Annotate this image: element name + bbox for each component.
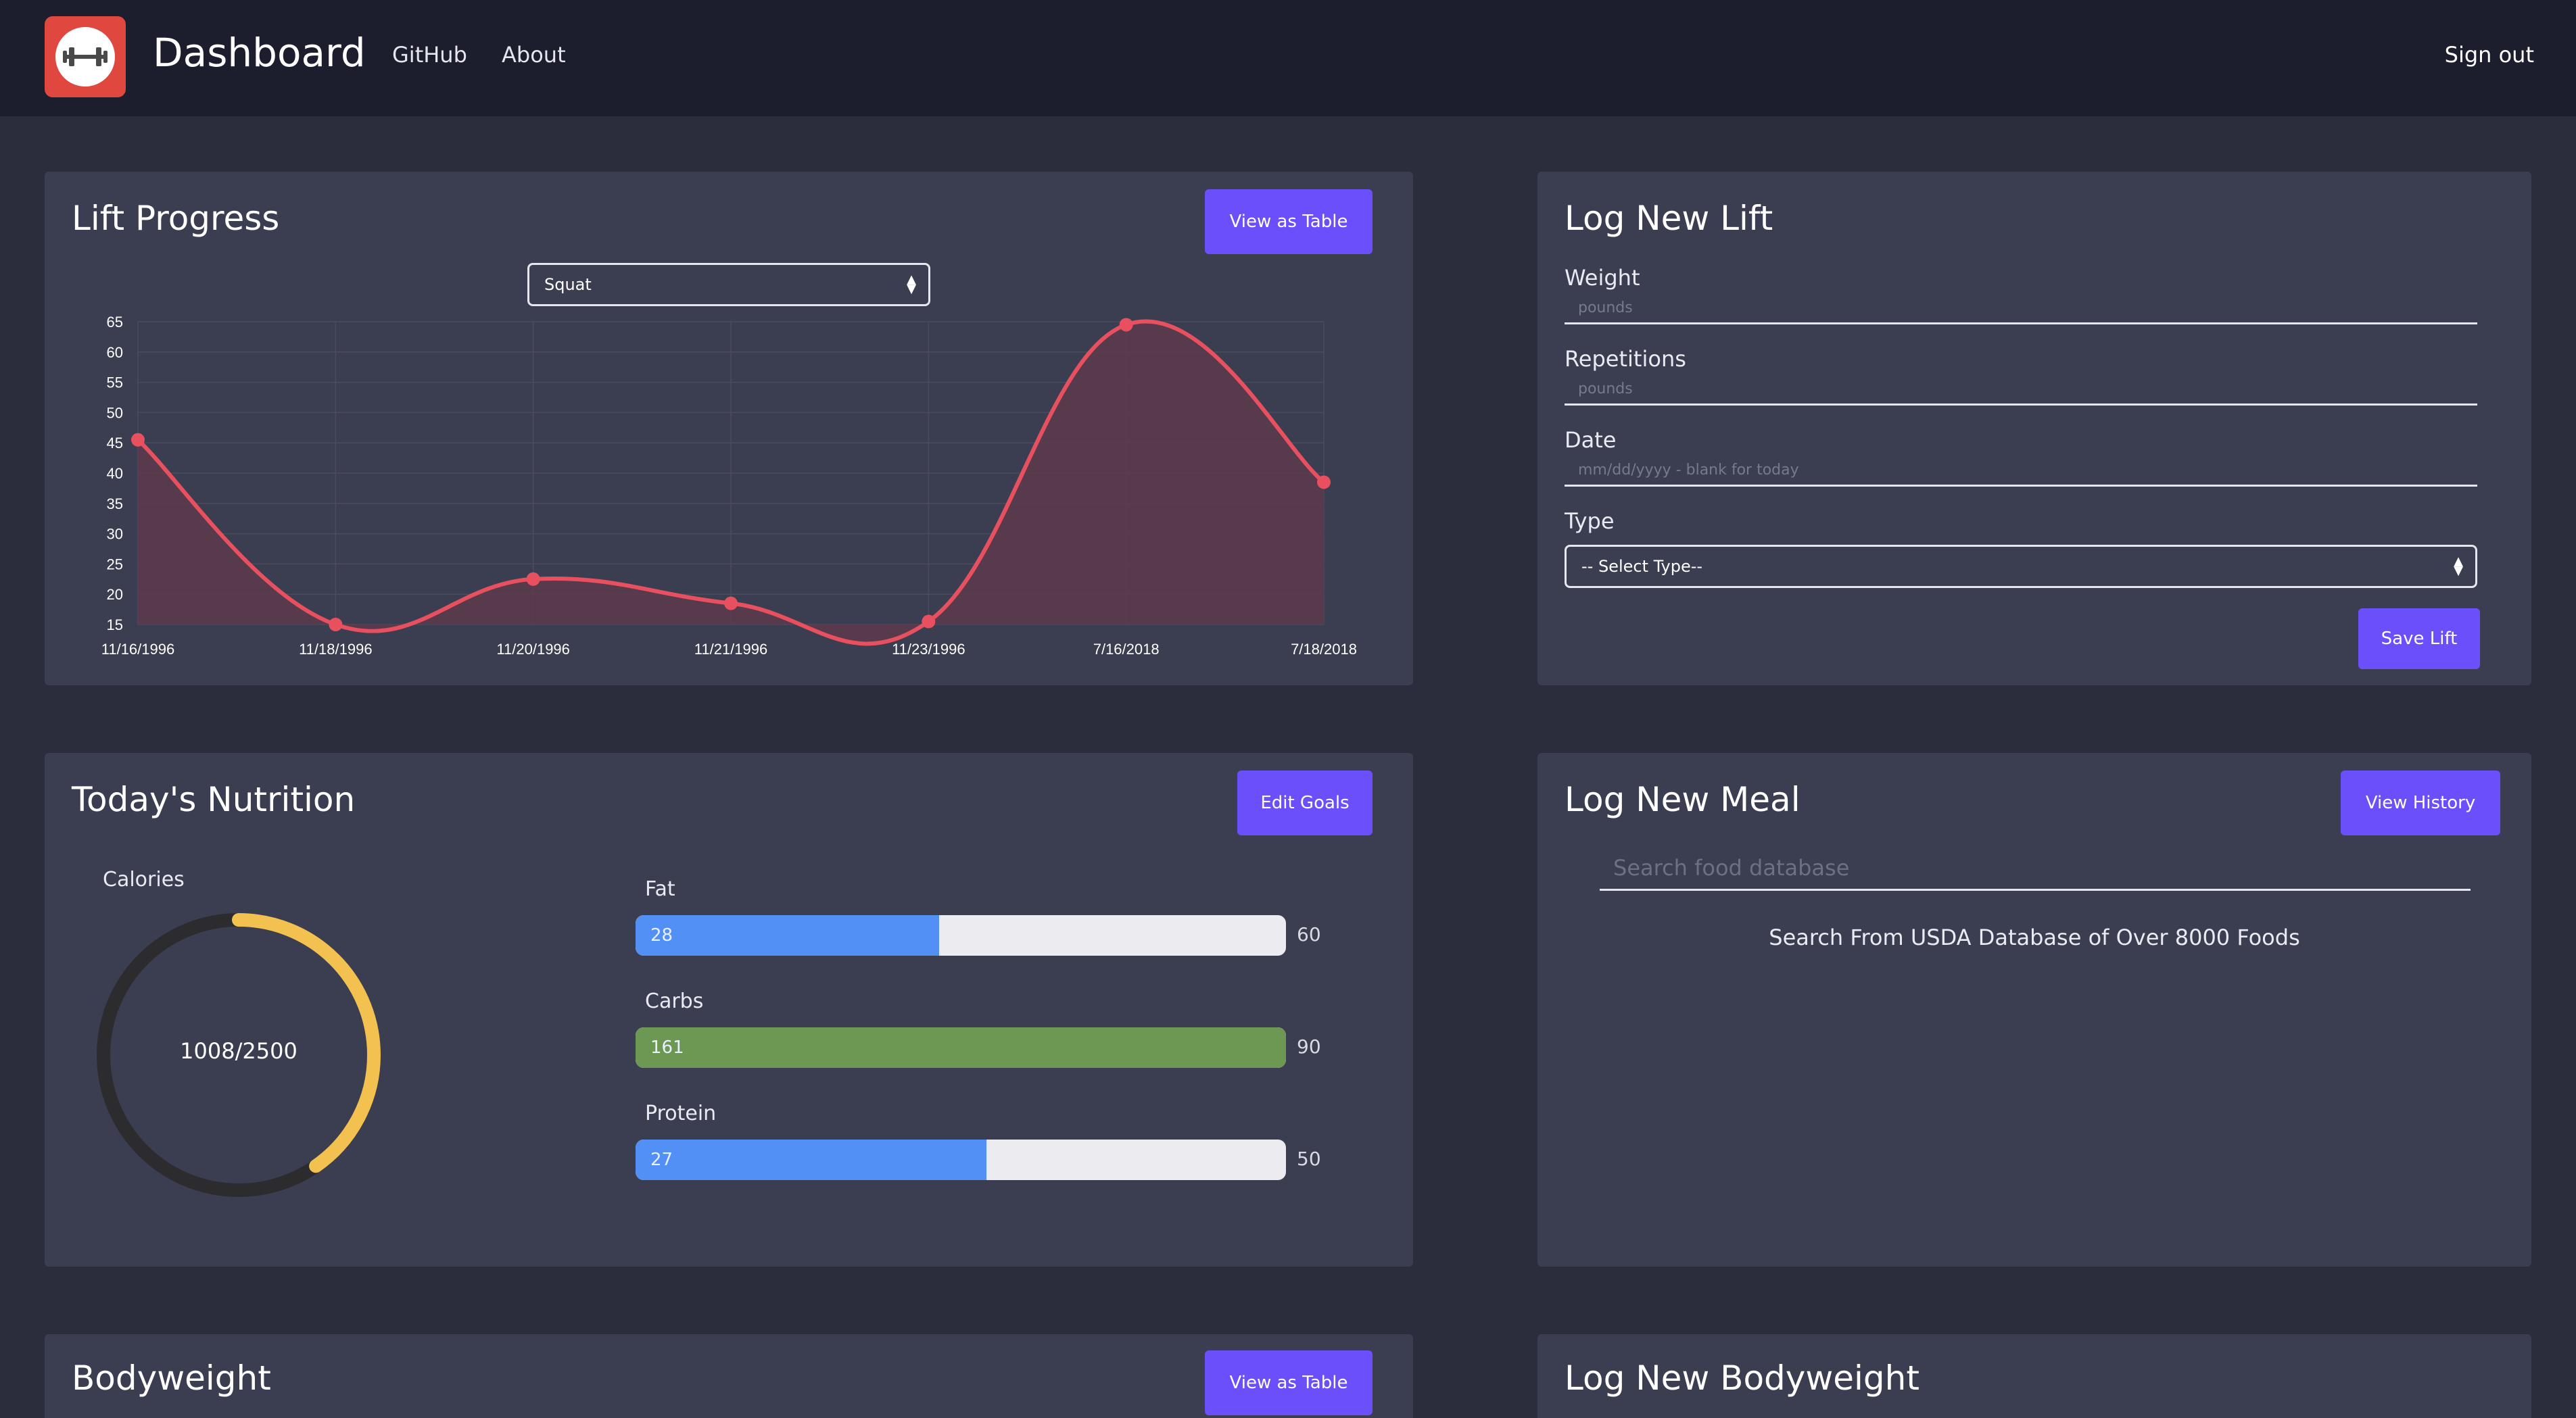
protein-bar-fill: 27	[636, 1140, 987, 1180]
signout-link[interactable]: Sign out	[2444, 42, 2534, 68]
top-navbar: Dashboard GitHub About Sign out	[0, 0, 2576, 116]
x-tick-label: 7/18/2018	[1291, 641, 1357, 658]
fat-bar: 28	[636, 915, 1286, 956]
data-point	[1317, 475, 1331, 489]
card-title: Lift Progress	[72, 199, 280, 238]
weight-label: Weight	[1565, 265, 1640, 291]
data-point	[724, 596, 738, 610]
y-tick-label: 25	[107, 556, 123, 572]
x-tick-label: 11/16/1996	[101, 641, 174, 658]
carbs-bar-fill: 161	[636, 1027, 1286, 1068]
x-tick-label: 11/20/1996	[496, 641, 569, 658]
y-tick-label: 45	[107, 435, 123, 451]
protein-label: Protein	[645, 1102, 717, 1125]
y-tick-label: 40	[107, 465, 123, 482]
protein-bar: 27	[636, 1140, 1286, 1180]
reps-label: Repetitions	[1565, 346, 1686, 372]
card-title: Bodyweight	[72, 1359, 271, 1398]
food-search-input[interactable]: Search food database	[1600, 846, 2471, 891]
x-tick-label: 11/18/1996	[299, 641, 372, 658]
select-arrows-icon: ▲ ▼	[907, 272, 916, 296]
select-arrows-icon: ▲ ▼	[2454, 554, 2463, 578]
y-tick-label: 60	[107, 344, 123, 361]
brand-title[interactable]: Dashboard	[153, 30, 366, 76]
nutrition-card: Today's Nutrition Edit Goals Calories 10…	[45, 753, 1413, 1267]
data-point	[1119, 318, 1133, 332]
y-tick-label: 55	[107, 374, 123, 391]
protein-goal: 50	[1297, 1148, 1321, 1170]
fat-bar-fill: 28	[636, 915, 939, 956]
x-tick-label: 11/23/1996	[892, 641, 965, 658]
y-tick-label: 15	[107, 616, 123, 633]
carbs-label: Carbs	[645, 989, 704, 1013]
search-hint: Search From USDA Database of Over 8000 F…	[1769, 925, 2300, 950]
lift-type-select[interactable]: Squat ▲ ▼	[527, 263, 930, 306]
reps-input[interactable]: pounds	[1565, 374, 2477, 406]
bodyweight-view-as-table-button[interactable]: View as Table	[1205, 1350, 1373, 1415]
x-tick-label: 11/21/1996	[694, 641, 767, 658]
type-select[interactable]: -- Select Type-- ▲ ▼	[1565, 545, 2477, 588]
data-point	[922, 614, 936, 629]
carbs-goal: 90	[1297, 1035, 1321, 1058]
save-lift-button[interactable]: Save Lift	[2358, 608, 2480, 669]
card-title: Log New Meal	[1565, 780, 1800, 819]
card-title: Log New Bodyweight	[1565, 1359, 1919, 1398]
lift-progress-card: Lift Progress View as Table Squat ▲ ▼ 65 6…	[45, 172, 1413, 685]
dumbbell-icon	[63, 47, 108, 66]
nav-link-github[interactable]: GitHub	[392, 42, 467, 68]
fat-label: Fat	[645, 877, 675, 901]
calories-text: 1008/2500	[180, 1038, 297, 1064]
edit-goals-button[interactable]: Edit Goals	[1237, 771, 1373, 835]
fat-goal: 60	[1297, 923, 1321, 946]
data-point	[329, 618, 343, 631]
y-tick-label: 50	[107, 404, 123, 421]
calories-ring	[97, 913, 381, 1197]
y-tick-label: 30	[107, 526, 123, 543]
view-as-table-button[interactable]: View as Table	[1205, 189, 1373, 254]
y-tick-label: 35	[107, 495, 123, 512]
data-point	[526, 572, 540, 586]
calories-label: Calories	[103, 868, 185, 891]
lift-progress-chart: 65 60 55 50 45 40 35 30 25 20 15 11/16/1996 11/18/19…	[101, 314, 1357, 658]
logo-badge	[55, 27, 115, 87]
y-tick-label: 20	[107, 586, 123, 603]
type-label: Type	[1565, 508, 1615, 534]
y-tick-label: 65	[107, 314, 123, 331]
log-lift-card: Log New Lift Weight pounds Repetitions p…	[1537, 172, 2531, 685]
ring-progress	[97, 913, 381, 1197]
data-point	[131, 433, 145, 447]
date-input[interactable]: mm/dd/yyyy - blank for today	[1565, 456, 2477, 487]
app-logo[interactable]	[45, 16, 126, 97]
nav-link-about[interactable]: About	[502, 42, 566, 68]
x-tick-label: 7/16/2018	[1093, 641, 1160, 658]
log-meal-card: Log New Meal View History Search food da…	[1537, 753, 2531, 1267]
bodyweight-card: Bodyweight View as Table	[45, 1334, 1413, 1418]
card-title: Today's Nutrition	[72, 780, 356, 819]
card-title: Log New Lift	[1565, 199, 1773, 238]
series-area	[138, 321, 1324, 644]
weight-input[interactable]: pounds	[1565, 293, 2477, 324]
select-value: Squat	[544, 275, 592, 294]
select-value: -- Select Type--	[1581, 557, 1703, 576]
view-history-button[interactable]: View History	[2341, 771, 2500, 835]
date-label: Date	[1565, 427, 1617, 453]
log-bodyweight-card: Log New Bodyweight	[1537, 1334, 2531, 1418]
carbs-bar: 161	[636, 1027, 1286, 1068]
